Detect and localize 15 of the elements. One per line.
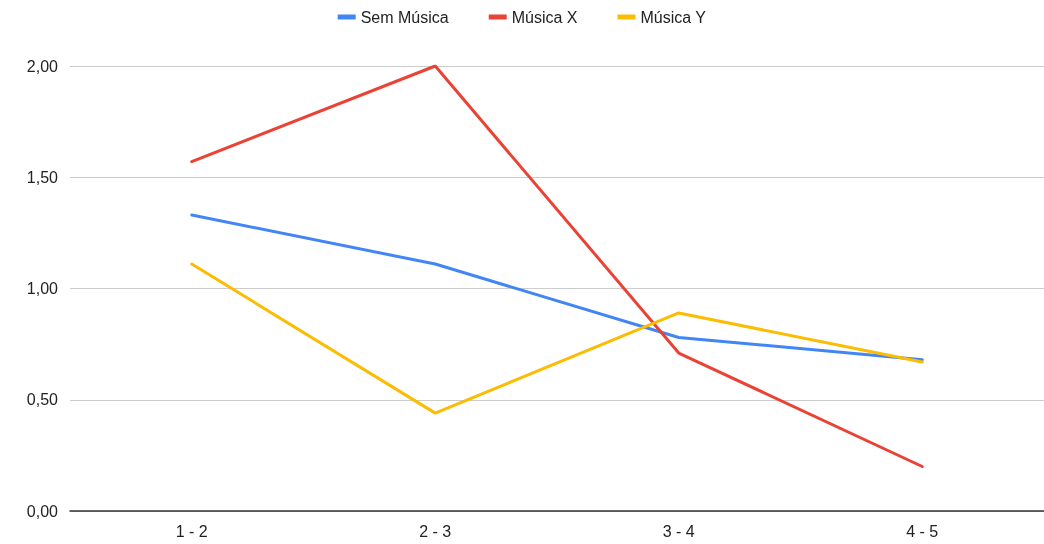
y-tick-label: 2,00 — [26, 57, 59, 75]
y-tick-label: 1,50 — [26, 168, 59, 186]
x-tick-label: 2 - 3 — [419, 522, 452, 540]
legend-label: Música Y — [640, 8, 707, 26]
x-tick-label: 3 - 4 — [662, 522, 695, 540]
line-series — [190, 262, 924, 415]
line-series — [190, 64, 924, 468]
x-tick-label: 1 - 2 — [175, 522, 208, 540]
line-series — [190, 213, 924, 362]
y-tick-label: 0,00 — [26, 502, 59, 520]
x-tick-label: 4 - 5 — [906, 522, 939, 540]
legend-label: Sem Música — [360, 8, 449, 26]
y-tick-label: 1,00 — [26, 280, 59, 297]
y-tick-label: 0,50 — [26, 391, 59, 409]
legend-label: Música X — [511, 8, 578, 26]
